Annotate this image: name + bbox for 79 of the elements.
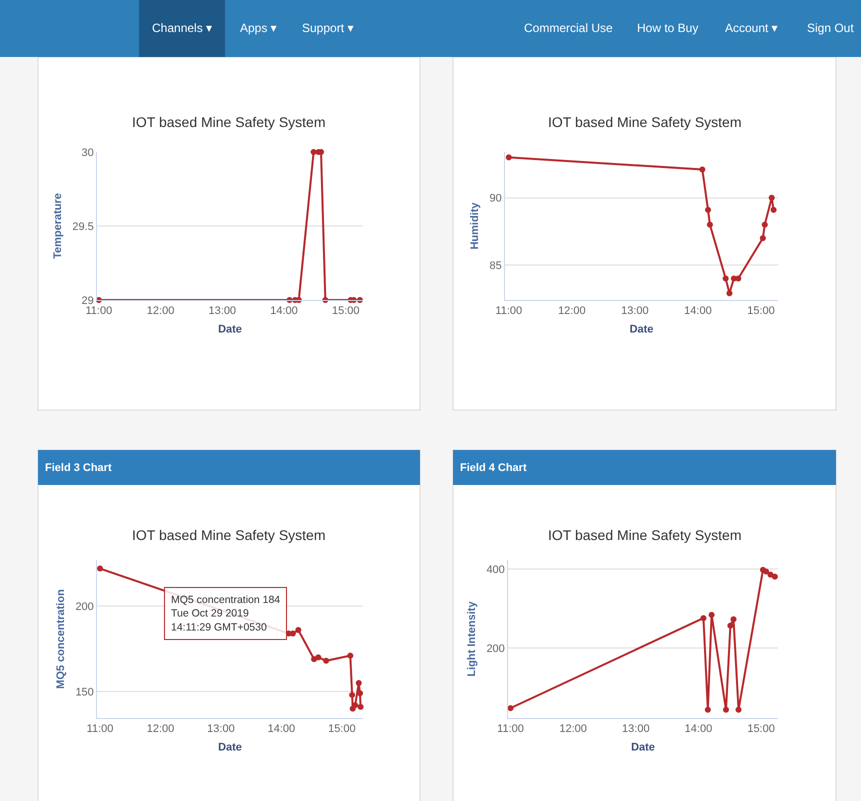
point xyxy=(730,616,737,622)
point xyxy=(723,706,729,713)
point xyxy=(356,680,362,686)
chart-title: IOT based Mine Safety System xyxy=(132,527,326,543)
x-axis-title: Date xyxy=(631,741,655,754)
point xyxy=(323,658,330,664)
x-tick-label: 14:00 xyxy=(270,305,298,318)
text: Apps ▾ xyxy=(240,21,277,35)
x-axis-title: Date xyxy=(218,323,242,336)
point xyxy=(295,627,302,634)
chart-title: IOT based Mine Safety System xyxy=(132,114,326,130)
y-axis-title: Temperature xyxy=(52,193,64,259)
x-tick-label: 12:00 xyxy=(146,723,174,736)
point xyxy=(506,154,512,160)
y-axis-title: Light Intensity xyxy=(466,600,478,677)
x-tick-label: 12:00 xyxy=(146,305,174,318)
y-tick-label: 150 xyxy=(75,686,94,698)
x-axis-title: Date xyxy=(630,323,654,336)
point xyxy=(97,566,104,572)
point xyxy=(347,652,354,659)
text: Commercial Use xyxy=(524,21,614,35)
text: Channels ▾ xyxy=(152,21,212,35)
x-tick-label: 15:00 xyxy=(747,305,775,318)
y-tick-label: 200 xyxy=(75,600,94,613)
chart-title: IOT based Mine Safety System xyxy=(548,527,742,543)
text: Field 4 Chart xyxy=(460,462,527,474)
x-tick-label: 13:00 xyxy=(622,723,650,736)
text: Support ▾ xyxy=(302,21,354,35)
x-tick-label: 12:00 xyxy=(558,305,586,318)
x-tick-label: 15:00 xyxy=(747,723,775,736)
point xyxy=(772,574,778,580)
y-axis-title: MQ5 concentration xyxy=(55,588,68,689)
point xyxy=(726,290,732,296)
point xyxy=(315,654,322,660)
y-tick-label: 30 xyxy=(82,146,94,159)
point xyxy=(700,615,706,622)
x-tick-label: 14:00 xyxy=(684,305,712,318)
x-axis-title: Date xyxy=(218,741,242,754)
x-tick-label: 13:00 xyxy=(208,305,236,318)
point xyxy=(770,206,777,213)
point xyxy=(760,235,766,242)
y-tick-label: 29.5 xyxy=(72,220,94,233)
y-tick-label: 200 xyxy=(486,642,505,655)
y-tick-label: 400 xyxy=(486,564,505,576)
x-tick-label: 14:00 xyxy=(268,723,296,736)
point xyxy=(727,622,734,629)
point xyxy=(722,275,729,282)
x-tick-label: 15:00 xyxy=(332,305,360,318)
point xyxy=(706,222,713,228)
x-tick-label: 15:00 xyxy=(328,723,356,736)
point xyxy=(508,705,514,712)
x-tick-label: 11:00 xyxy=(495,305,522,318)
point xyxy=(762,222,768,228)
text: How to Buy xyxy=(637,21,698,35)
text: Sign Out xyxy=(807,21,854,35)
point xyxy=(358,704,364,710)
point xyxy=(768,194,775,201)
point xyxy=(699,166,706,172)
annotation: MQ5 concentration 184 Tue Oct 29 2019 14:11:29 GMT+0530 xyxy=(171,594,280,634)
x-tick-label: 13:00 xyxy=(621,305,649,318)
point xyxy=(705,206,712,213)
y-tick-label: 90 xyxy=(490,192,502,205)
y-tick-label: 85 xyxy=(490,260,502,272)
x-tick-label: 11:00 xyxy=(497,723,524,736)
chart-title: IOT based Mine Safety System xyxy=(548,114,742,130)
point xyxy=(736,706,742,713)
point xyxy=(763,568,770,574)
x-tick-label: 13:00 xyxy=(207,723,235,736)
x-tick-label: 11:00 xyxy=(85,305,112,318)
y-axis-title: Humidity xyxy=(469,202,482,250)
point xyxy=(704,706,711,713)
point xyxy=(708,612,715,618)
text: Field 3 Chart xyxy=(45,462,112,474)
text: Account ▾ xyxy=(725,21,778,35)
point xyxy=(349,692,356,698)
x-tick-label: 12:00 xyxy=(559,723,587,736)
x-tick-label: 14:00 xyxy=(684,723,712,736)
y-tick-label: 29 xyxy=(82,294,94,307)
x-tick-label: 11:00 xyxy=(86,723,114,736)
